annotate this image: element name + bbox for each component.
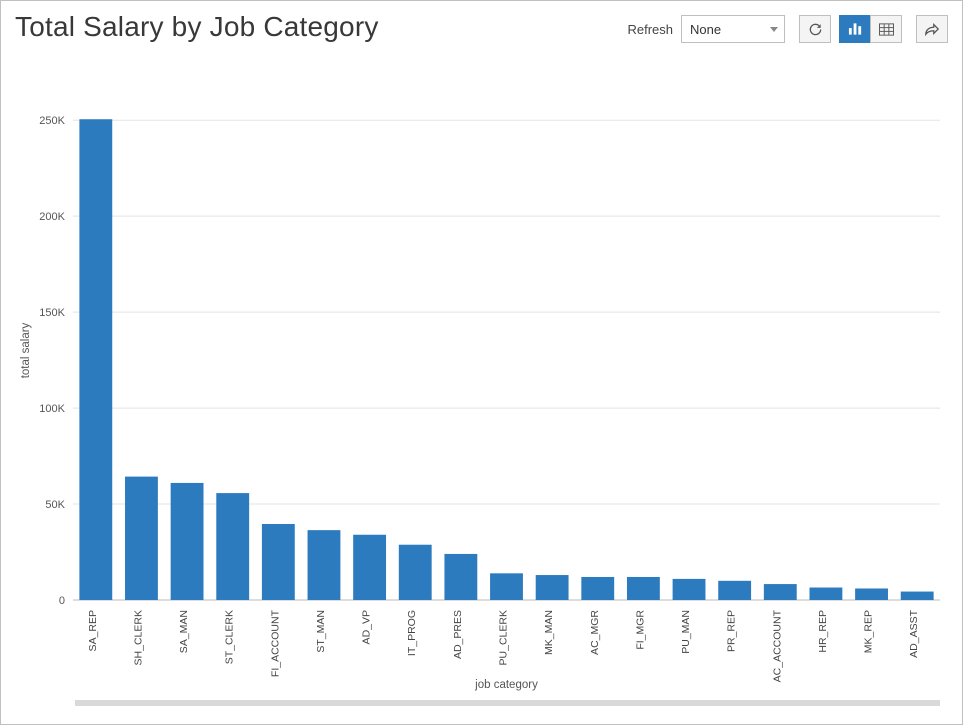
panel-title: Total Salary by Job Category [15,11,379,43]
chart-area: 0 50K 100K 150K 200K 250K total salary SA_REP SH… [15,61,948,710]
bar [673,579,706,600]
bar [444,554,477,600]
svg-text:50K: 50K [45,499,65,511]
bar [855,588,888,600]
x-tick-label: FI_MGR [634,610,646,650]
svg-text:0: 0 [59,595,65,607]
x-tick-label: AD_VP [361,610,373,644]
share-icon [924,22,940,36]
svg-text:150K: 150K [39,307,65,319]
bar [353,535,386,600]
x-tick-label: SA_MAN [178,610,190,653]
svg-text:100K: 100K [39,403,65,415]
x-tick-label: AC_MGR [589,610,601,655]
table-icon [879,23,894,36]
x-tick-label: ST_CLERK [224,610,236,664]
x-tick-label: PR_REP [726,610,738,652]
bar [171,483,204,600]
refresh-select[interactable]: None [681,15,785,43]
svg-text:job category: job category [474,679,538,691]
bar [308,530,341,600]
bar [216,493,249,600]
report-panel: Total Salary by Job Category Refresh Non… [0,0,963,725]
bar [399,545,432,600]
x-tick-label: MK_REP [863,610,875,653]
bar-chart-icon [848,22,863,36]
chart-view-button[interactable] [839,15,871,43]
bar [581,577,614,600]
x-tick-label: ST_MAN [315,610,327,653]
bar [490,573,523,600]
x-tick-label: IT_PROG [406,610,418,656]
horizontal-scrollbar[interactable] [75,700,940,706]
bar [262,524,295,600]
refresh-label: Refresh [627,22,673,37]
bar-chart: 0 50K 100K 150K 200K 250K total salary SA_REP SH… [15,61,948,710]
toolbar: Refresh None [627,11,948,43]
x-tick-label: PU_CLERK [498,610,510,665]
refresh-button[interactable] [799,15,831,43]
panel-header: Total Salary by Job Category Refresh Non… [1,1,962,43]
bar [536,575,569,600]
bar [718,581,751,600]
bar [809,588,842,600]
bar [79,119,112,600]
bar [901,592,934,600]
svg-text:200K: 200K [39,211,65,223]
x-tick-label: FI_ACCOUNT [269,609,281,677]
x-tick-label: AD_PRES [452,610,464,659]
x-tick-label: SA_REP [87,610,99,651]
svg-text:total salary: total salary [20,322,32,378]
x-tick-label: SH_CLERK [132,610,144,665]
table-view-button[interactable] [870,15,902,43]
chevron-down-icon [770,27,778,32]
bar [125,477,158,600]
x-tick-label: HR_REP [817,610,829,653]
x-tick-label: AC_ACCOUNT [771,609,783,682]
share-button[interactable] [916,15,948,43]
bar [627,577,660,600]
bar [764,584,797,600]
view-toggle-group [839,15,902,43]
x-tick-label: MK_MAN [543,610,555,655]
svg-text:250K: 250K [39,115,65,127]
x-tick-label: PU_MAN [680,610,692,654]
x-tick-label: AD_ASST [908,609,920,657]
refresh-select-value: None [690,22,721,37]
refresh-icon [808,22,823,37]
